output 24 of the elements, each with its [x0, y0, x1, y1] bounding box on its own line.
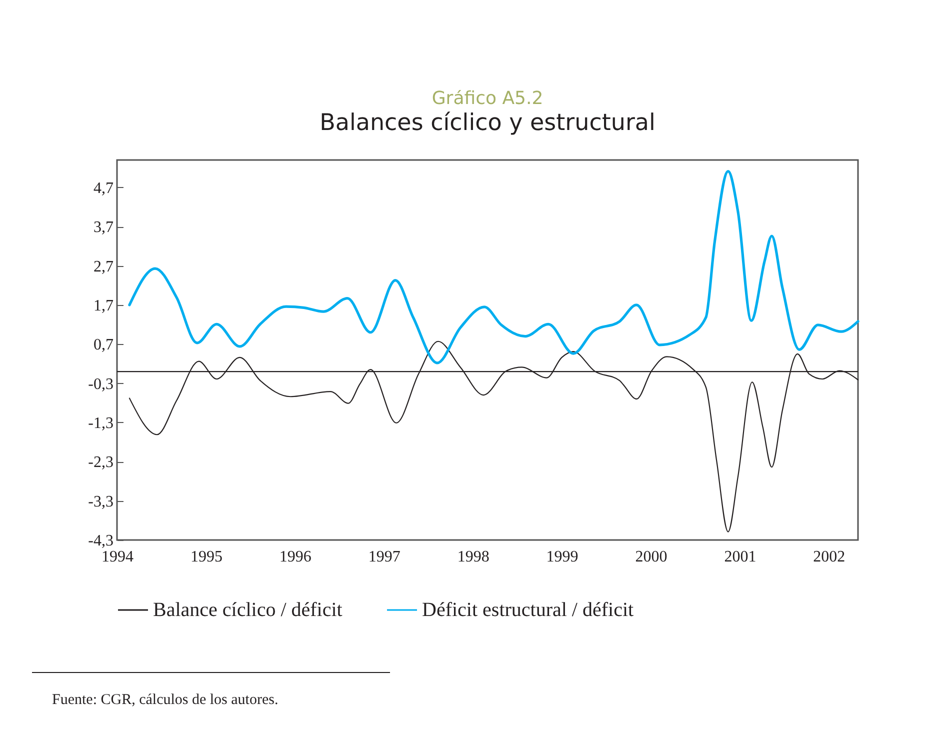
y-tick-label: 3,7 [94, 219, 114, 236]
y-tick-label: -1,3 [88, 414, 114, 432]
y-tick-label: -0,3 [88, 376, 114, 393]
legend-label: Balance cíclico / déficit [153, 599, 343, 621]
y-tick-label: -3,3 [88, 493, 114, 510]
y-tick-label: 0,7 [94, 336, 114, 354]
x-tick-label: 2002 [813, 548, 846, 566]
chart-subtitle: Balances cíclico y estructural [320, 110, 656, 136]
x-tick-label: 1996 [279, 548, 312, 566]
x-tick-label: 1995 [190, 548, 222, 566]
source-note: Fuente: CGR, cálculos de los autores. [52, 692, 278, 709]
x-tick-label: 2001 [724, 548, 756, 566]
line-series [128, 170, 860, 364]
y-tick-label: 1,7 [94, 297, 114, 314]
y-tick-label: 4,7 [94, 180, 114, 197]
x-tick-label: 2000 [635, 548, 668, 566]
x-tick-label: 1997 [368, 548, 400, 566]
x-tick-label: 1998 [457, 548, 490, 566]
y-tick-label: 2,7 [94, 258, 114, 276]
y-tick-label: -2,3 [88, 454, 114, 472]
x-tick-label: 1994 [102, 548, 134, 566]
legend-label: Déficit estructural / déficit [422, 599, 634, 621]
y-tick-label: -4,3 [88, 532, 114, 550]
x-tick-label: 1999 [546, 548, 578, 566]
